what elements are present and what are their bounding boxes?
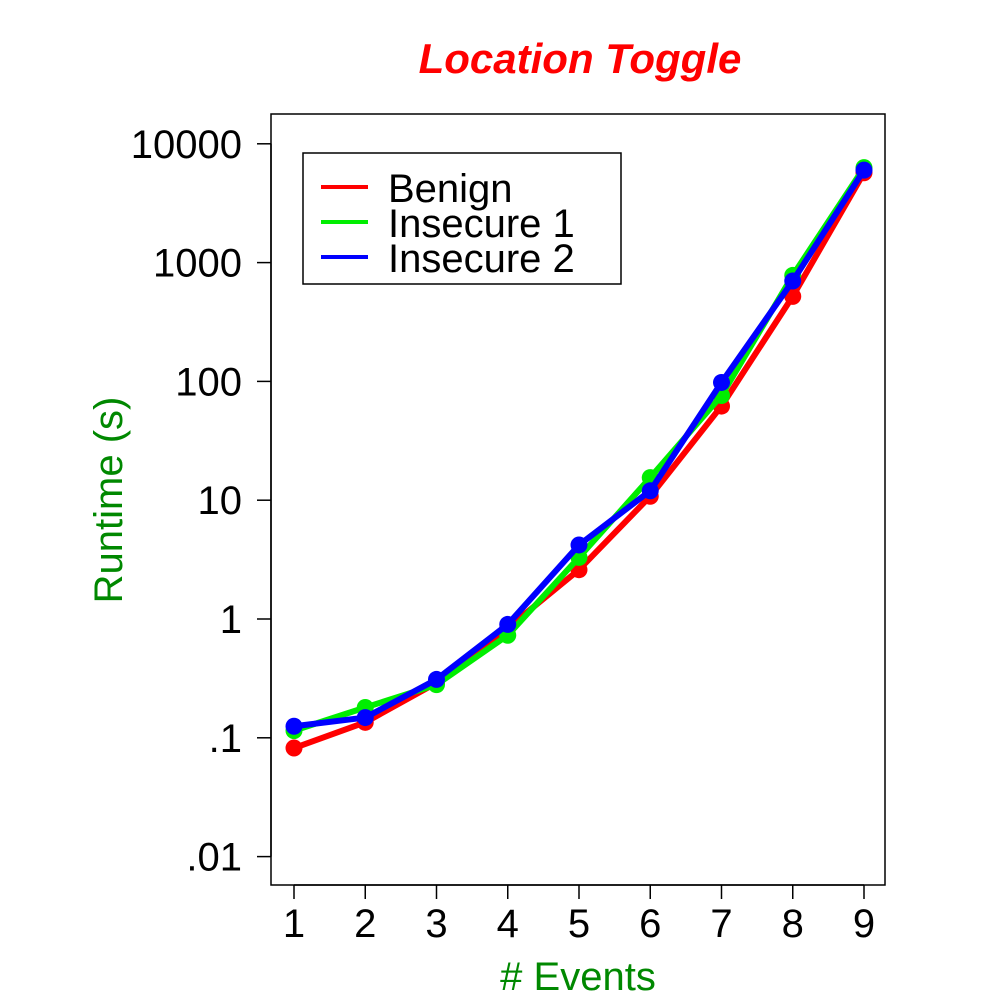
x-axis: 1 2 3 4 5 6 7 8 9 [283, 884, 875, 946]
data-point [285, 717, 303, 735]
legend-label: Benign [388, 167, 513, 211]
y-tick-label: 10 [198, 479, 243, 523]
data-point [428, 670, 445, 688]
x-tick-label: 7 [710, 902, 732, 946]
x-tick-label: 1 [283, 902, 305, 946]
y-axis: .01 .1 1 10 100 1000 10000 [131, 123, 272, 880]
y-axis-label: Runtime (s) [87, 397, 131, 604]
data-point [285, 739, 303, 757]
legend-label: Insecure 2 [388, 237, 575, 281]
x-tick-label: 5 [568, 902, 590, 946]
y-tick-label: 1000 [153, 242, 242, 286]
series-layer [285, 159, 873, 757]
y-tick-label: .01 [186, 836, 242, 880]
data-point [499, 615, 517, 633]
series-3 [285, 161, 873, 735]
y-tick-label: .1 [209, 717, 242, 761]
x-tick-label: 9 [853, 902, 875, 946]
x-tick-label: 4 [497, 902, 519, 946]
data-point [570, 536, 588, 554]
x-tick-label: 2 [354, 902, 376, 946]
chart-title: Location Toggle [419, 35, 742, 82]
data-point [713, 373, 730, 391]
legend-label: Insecure 1 [388, 202, 575, 246]
data-point [855, 161, 873, 179]
data-point [356, 709, 374, 727]
y-tick-label: 100 [175, 360, 242, 404]
y-tick-label: 10000 [131, 123, 242, 167]
data-point [641, 482, 659, 500]
x-tick-label: 3 [425, 902, 447, 946]
x-tick-label: 6 [639, 902, 661, 946]
x-axis-label: # Events [500, 955, 656, 999]
legend-box [302, 152, 622, 285]
y-tick-label: 1 [220, 598, 242, 642]
data-point [784, 272, 802, 290]
x-tick-label: 8 [782, 902, 804, 946]
